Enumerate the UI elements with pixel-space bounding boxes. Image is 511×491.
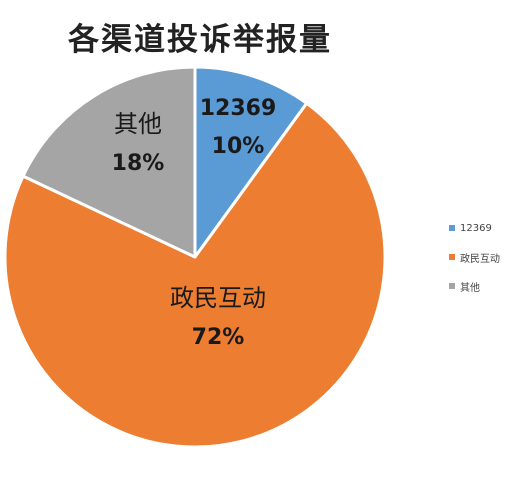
pie-data-labels: 12369 10% 政民互动 72% 其他 18% bbox=[112, 96, 277, 350]
legend-item-other: 其他 bbox=[449, 277, 511, 295]
legend-swatch-12369 bbox=[449, 225, 455, 231]
legend-swatch-other bbox=[449, 283, 455, 289]
data-label-name-zhengmin: 政民互动 bbox=[170, 284, 266, 312]
data-label-pct-12369: 10% bbox=[212, 134, 265, 159]
chart-title: 各渠道投诉举报量 bbox=[68, 22, 332, 58]
pie-slices bbox=[3, 65, 387, 449]
pie-slice-other bbox=[21, 65, 197, 259]
legend-label-other: 其他 bbox=[460, 282, 480, 294]
data-label-pct-other: 18% bbox=[112, 151, 165, 176]
legend-item-zhengmin: 政民互动 bbox=[449, 248, 511, 266]
legend: 12369 政民互动 其他 bbox=[449, 219, 511, 306]
pie-slice-12369 bbox=[193, 65, 309, 259]
legend-label-zhengmin: 政民互动 bbox=[460, 253, 500, 265]
legend-item-12369: 12369 bbox=[449, 219, 511, 237]
data-label-pct-zhengmin: 72% bbox=[192, 325, 245, 350]
legend-swatch-zhengmin bbox=[449, 254, 455, 260]
data-label-name-other: 其他 bbox=[114, 110, 162, 138]
pie-slice-zhengmin bbox=[3, 101, 387, 449]
data-label-name-12369: 12369 bbox=[200, 96, 277, 121]
legend-label-12369: 12369 bbox=[460, 222, 492, 234]
